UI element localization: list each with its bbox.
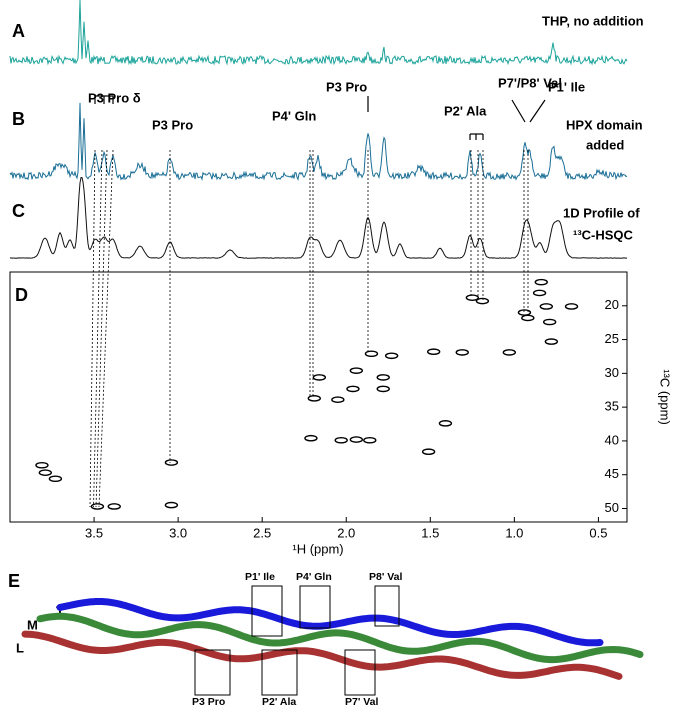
plot-frame [9, 271, 628, 523]
helix-chain [36, 612, 644, 664]
peak-contour [349, 367, 364, 374]
peak-contour [421, 448, 436, 456]
panel-label: A [12, 21, 25, 41]
peak-contour [90, 503, 105, 510]
chain-label: M [27, 617, 38, 632]
y-tick-label: 40 [605, 432, 619, 447]
panel-title: THP, no addition [542, 13, 644, 28]
peak-contour [542, 318, 557, 326]
y-tick-label: 35 [605, 399, 619, 414]
peak-contour [534, 278, 548, 286]
x-tick-label: 3.0 [169, 525, 187, 540]
guide [98, 149, 114, 508]
peak-contour [363, 436, 377, 444]
panel-title: 1D Profile of [563, 205, 640, 220]
peak-label: P7'/P8' Val [498, 75, 562, 90]
x-tick-label: 2.0 [337, 525, 355, 540]
y-tick-label: 50 [605, 500, 619, 515]
peak-contour [426, 348, 441, 356]
peak-contour [312, 374, 327, 381]
residue-box [299, 585, 331, 629]
peak-contour [517, 309, 532, 316]
residue-label: P8' Val [369, 571, 403, 583]
y-tick-label: 20 [605, 297, 619, 312]
peak-contour [48, 475, 63, 483]
x-tick-label: 1.0 [505, 525, 523, 540]
bracket [511, 99, 526, 123]
peak-contour [164, 501, 179, 509]
peak-contour [376, 385, 390, 393]
panel-label: B [12, 109, 25, 129]
panel-label: D [15, 285, 28, 305]
guide [89, 149, 96, 508]
panel-title: HPX domain [566, 117, 643, 132]
residue-label: P7' Val [345, 696, 379, 708]
panel-label: C [12, 201, 25, 221]
residue-label: P4' Gln [296, 571, 332, 583]
peak-contour [331, 396, 345, 404]
peak-contour [502, 349, 517, 356]
peak-label: P3 Pro δ [88, 90, 141, 105]
peak-contour [564, 303, 579, 310]
panel-title: ¹³C-HSQC [573, 227, 634, 242]
peak-contour [455, 349, 469, 356]
residue-box [344, 649, 376, 696]
peak-label: P4' Gln [272, 108, 316, 123]
peak-contour [376, 374, 390, 381]
residue-box [194, 649, 231, 696]
y-axis-label: ¹³C (ppm) [658, 369, 673, 425]
residue-label: P1' Ile [245, 571, 275, 583]
peak-contour [544, 338, 559, 345]
peak-contour [532, 289, 547, 297]
peak-contour [334, 436, 348, 444]
chain-label: T [56, 603, 64, 618]
x-tick-label: 1.5 [421, 525, 439, 540]
peak-contour [304, 434, 318, 442]
guide [95, 149, 108, 508]
peak-contour [521, 314, 535, 322]
residue-box [374, 585, 400, 627]
chain-label: L [16, 640, 24, 655]
helix-chain [21, 630, 623, 680]
peak-label: P3 Pro [152, 117, 193, 132]
spectra [9, 0, 628, 508]
x-tick-label: 0.5 [589, 525, 607, 540]
residue-label: P2' Ala [262, 696, 296, 708]
residue-box [261, 649, 298, 696]
panel-title: added [586, 137, 624, 152]
x-axis-label: ¹H (ppm) [292, 541, 343, 556]
peak-contour [475, 297, 490, 305]
guide [93, 149, 103, 508]
panel-label: E [8, 571, 20, 591]
peak-contour [438, 420, 453, 427]
bracket [529, 99, 546, 123]
spectrum [9, 176, 628, 259]
spectrum [9, 102, 628, 182]
peak-contour [465, 294, 480, 301]
peak-label: P3 Pro [326, 79, 367, 94]
peak-label: P1' Ile [548, 79, 585, 94]
y-tick-label: 45 [605, 466, 619, 481]
peak-contour [346, 385, 360, 393]
y-tick-label: 30 [605, 365, 619, 380]
spectrum [9, 0, 628, 66]
x-tick-label: 3.5 [85, 525, 103, 540]
y-tick-label: 25 [605, 331, 619, 346]
peak-contour [539, 303, 554, 310]
peak-contour [107, 503, 121, 510]
peak-contour [35, 461, 49, 469]
peak-contour [349, 436, 364, 443]
residue-box [251, 585, 283, 637]
x-tick-label: 2.5 [253, 525, 271, 540]
peak-contour [164, 459, 179, 466]
peak-label: P2' Ala [444, 103, 487, 118]
peak-contour [384, 352, 399, 360]
peak-contour [38, 469, 53, 476]
peak-contour [307, 395, 321, 402]
peak-contour [364, 350, 379, 358]
residue-label: P3 Pro [192, 696, 225, 708]
